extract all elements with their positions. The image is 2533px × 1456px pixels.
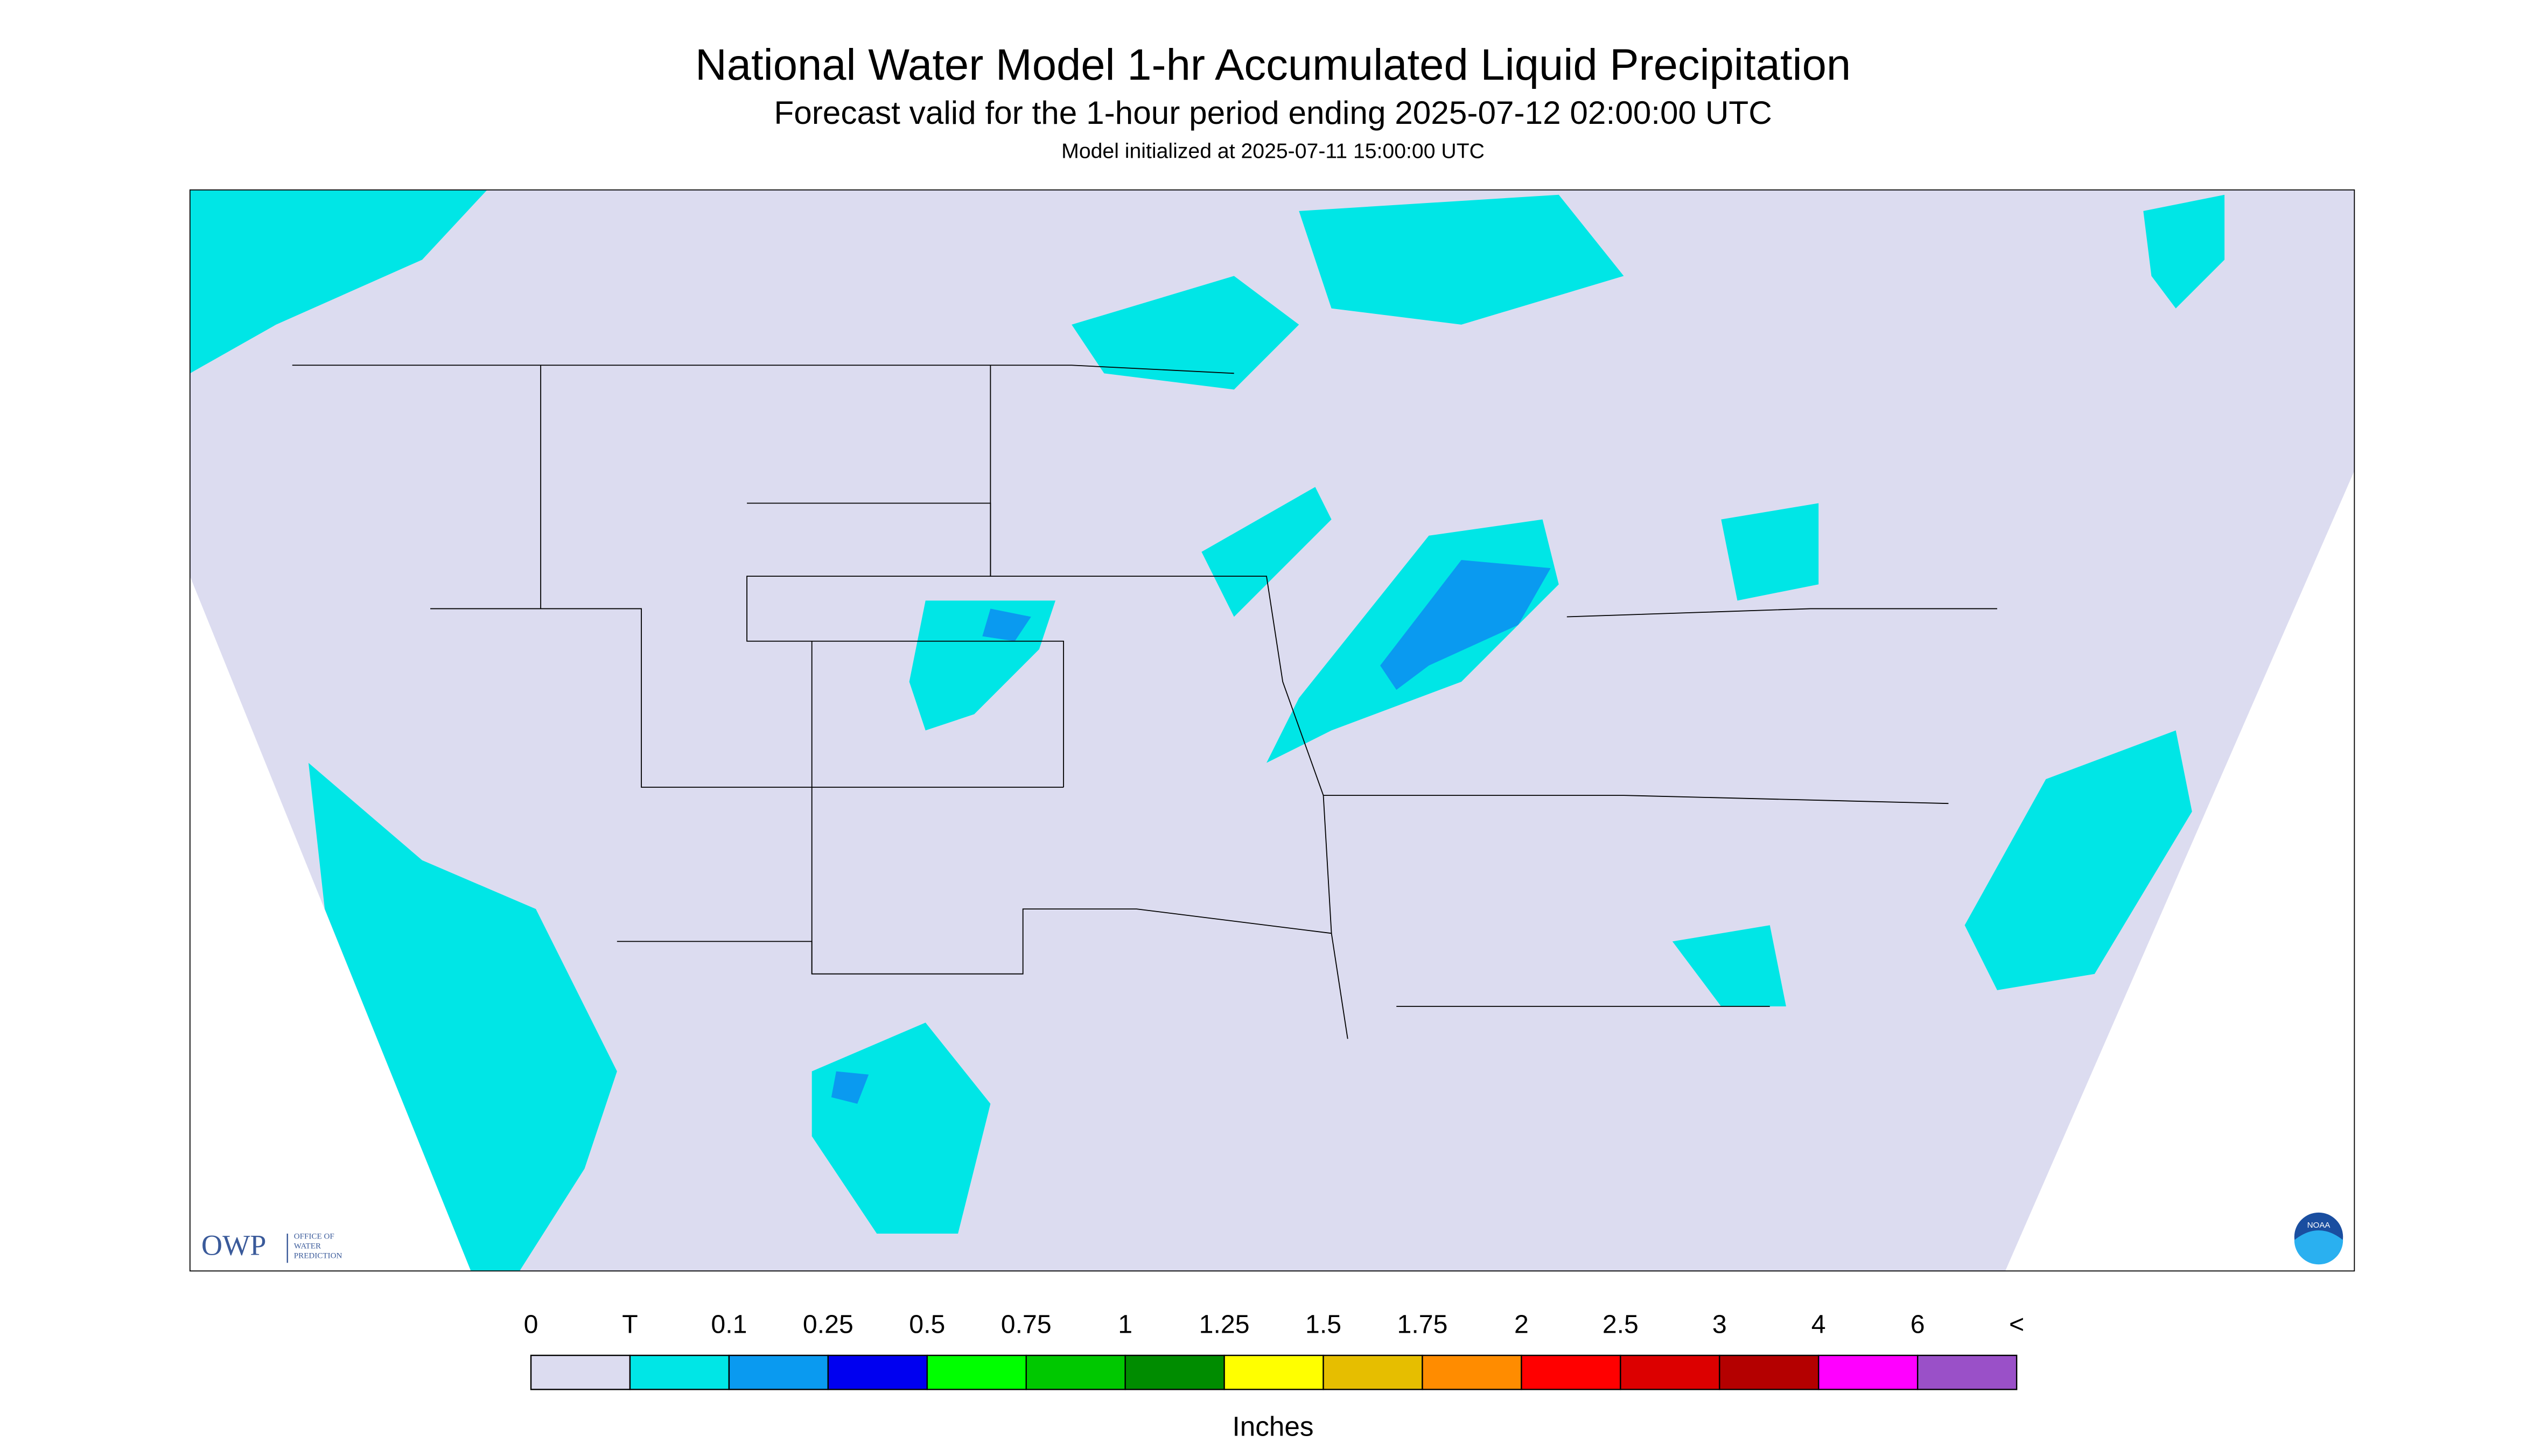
legend-swatch <box>629 1354 730 1390</box>
legend-label: 2.5 <box>1603 1310 1639 1339</box>
precip-area <box>1672 925 1786 1006</box>
precip-area <box>1380 560 1551 690</box>
precip-area <box>1072 276 1299 390</box>
precip-area <box>1721 503 1819 601</box>
projection-edge <box>190 576 471 1271</box>
noaa-logo-text: NOAA <box>2307 1221 2331 1230</box>
legend-label: 0.1 <box>711 1310 747 1339</box>
subtitle: Forecast valid for the 1-hour period end… <box>774 94 1772 131</box>
logo-text: OFFICE OF <box>294 1232 334 1241</box>
legend-label: 2 <box>1514 1310 1529 1339</box>
border <box>430 608 1064 788</box>
noaa-logo-wave <box>2294 1230 2343 1265</box>
legend-label: 6 <box>1911 1310 1925 1339</box>
legend-label: 4 <box>1811 1310 1826 1339</box>
precip-area <box>831 1071 869 1104</box>
border <box>292 365 1234 374</box>
boundaries <box>189 189 2355 1272</box>
legend-swatch <box>1025 1354 1126 1390</box>
logo-text: WATER <box>294 1242 321 1251</box>
legend-label: 3 <box>1712 1310 1727 1339</box>
map-frame <box>189 189 2355 1272</box>
precip-area <box>1299 194 1624 325</box>
legend-swatch <box>530 1354 631 1390</box>
title: National Water Model 1-hr Accumulated Li… <box>695 40 1851 89</box>
border <box>1323 795 1949 804</box>
legend-swatch <box>827 1354 928 1390</box>
legend-label: 0 <box>524 1310 538 1339</box>
legend-swatch <box>1323 1354 1423 1390</box>
legend-swatch <box>1422 1354 1522 1390</box>
legend-swatch <box>1124 1354 1225 1390</box>
precip-area <box>308 762 617 1271</box>
border <box>990 365 1348 1039</box>
map: OWP OFFICE OF WATER PREDICTION NOAA <box>189 189 2355 1272</box>
legend-swatch <box>1916 1354 2018 1390</box>
legend-label: T <box>622 1310 638 1339</box>
precip-area <box>1201 487 1332 617</box>
logo-text: PREDICTION <box>294 1252 342 1261</box>
legend-swatch <box>926 1354 1027 1390</box>
legend-swatch <box>1521 1354 1621 1390</box>
precip-area <box>190 190 487 374</box>
legend-unit: Inches <box>1233 1411 1314 1441</box>
logo-abbr: OWP <box>201 1229 267 1262</box>
legend-swatch <box>1818 1354 1919 1390</box>
legend-swatch <box>1719 1354 1820 1390</box>
legend-label: 1.75 <box>1397 1310 1448 1339</box>
legend-swatch <box>1620 1354 1720 1390</box>
border <box>617 908 1332 975</box>
legend-label: 0.25 <box>803 1310 853 1339</box>
init-time: Model initialized at 2025-07-11 15:00:00… <box>1061 140 1485 163</box>
precip-area <box>1964 730 2192 990</box>
legend-label: 1.5 <box>1305 1310 1341 1339</box>
border <box>1566 608 1997 618</box>
legend-swatch <box>728 1354 829 1390</box>
legend-label: 1 <box>1118 1310 1132 1339</box>
legend-label: 1.25 <box>1199 1310 1250 1339</box>
precip-area <box>2143 194 2225 309</box>
legend: 0 T 0.1 0.25 0.5 0.75 1 1.25 1.5 1.75 2 2.5 3 4 6 < <box>524 1310 2024 1390</box>
legend-label: 0.75 <box>1001 1310 1052 1339</box>
precip-heavy <box>831 560 1551 1104</box>
legend-label: 0.5 <box>909 1310 945 1339</box>
legend-swatch <box>1223 1354 1324 1390</box>
precip-area <box>982 608 1031 641</box>
legend-label: < <box>2009 1310 2024 1339</box>
